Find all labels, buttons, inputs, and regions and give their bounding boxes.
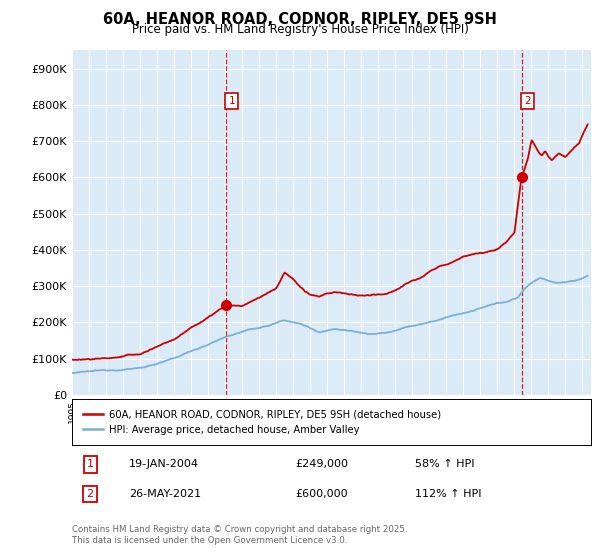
Text: £600,000: £600,000 bbox=[295, 489, 348, 499]
Text: 58% ↑ HPI: 58% ↑ HPI bbox=[415, 459, 474, 469]
Text: 19-JAN-2004: 19-JAN-2004 bbox=[129, 459, 199, 469]
Text: 1: 1 bbox=[229, 96, 235, 106]
Text: £249,000: £249,000 bbox=[295, 459, 348, 469]
Legend: 60A, HEANOR ROAD, CODNOR, RIPLEY, DE5 9SH (detached house), HPI: Average price, : 60A, HEANOR ROAD, CODNOR, RIPLEY, DE5 9S… bbox=[77, 404, 447, 441]
Text: 26-MAY-2021: 26-MAY-2021 bbox=[129, 489, 201, 499]
Text: 112% ↑ HPI: 112% ↑ HPI bbox=[415, 489, 481, 499]
Text: 2: 2 bbox=[86, 489, 94, 499]
Text: 1: 1 bbox=[86, 459, 94, 469]
Text: Contains HM Land Registry data © Crown copyright and database right 2025.
This d: Contains HM Land Registry data © Crown c… bbox=[72, 525, 407, 545]
Text: Price paid vs. HM Land Registry's House Price Index (HPI): Price paid vs. HM Land Registry's House … bbox=[131, 22, 469, 36]
Text: 2: 2 bbox=[524, 96, 531, 106]
Text: 60A, HEANOR ROAD, CODNOR, RIPLEY, DE5 9SH: 60A, HEANOR ROAD, CODNOR, RIPLEY, DE5 9S… bbox=[103, 12, 497, 27]
